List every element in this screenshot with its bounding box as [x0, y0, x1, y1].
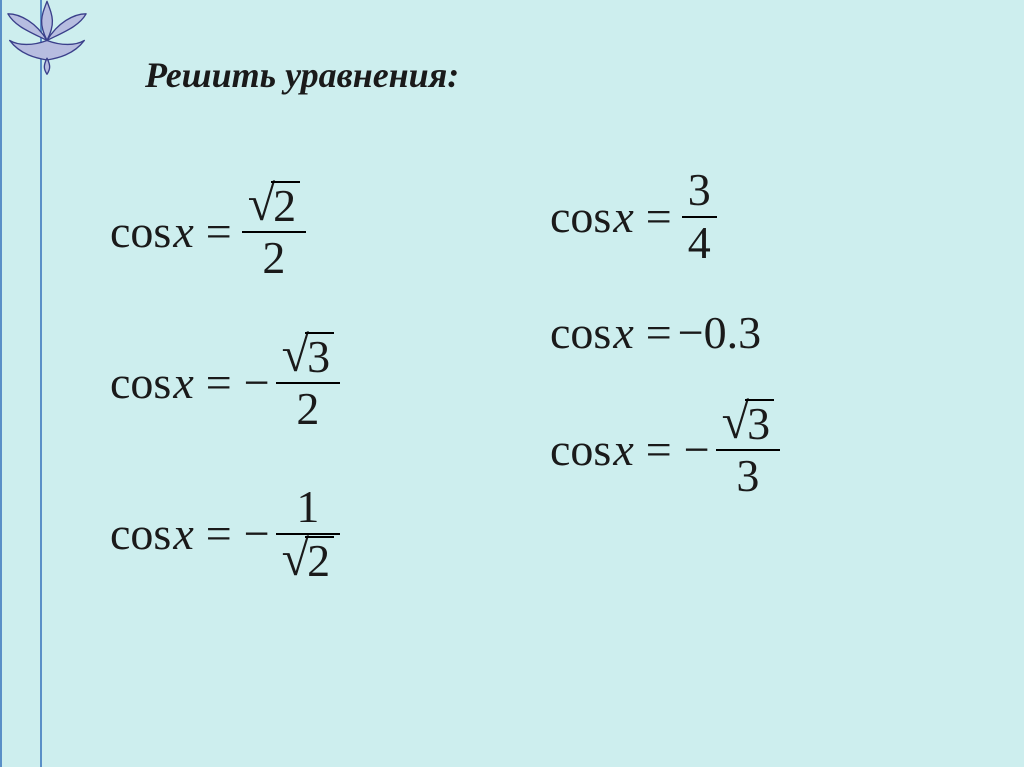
- radicand: 2: [271, 181, 300, 229]
- function-name: cos: [550, 427, 611, 473]
- equation: cosx =−√33: [550, 398, 950, 501]
- sqrt: √3: [722, 399, 774, 447]
- sqrt: √2: [248, 181, 300, 229]
- equals-sign: =: [206, 360, 232, 406]
- rhs-value: −0.3: [678, 310, 761, 356]
- equals-sign: =: [646, 310, 672, 356]
- minus-sign: −: [684, 427, 710, 473]
- minus-sign: −: [244, 511, 270, 557]
- minus-sign: −: [244, 360, 270, 406]
- equals-sign: =: [646, 194, 672, 240]
- equation-column-right: cosx=34cosx=−0.3cosx=−√33: [550, 165, 950, 543]
- function-name: cos: [110, 360, 171, 406]
- ornament-icon: [2, 0, 92, 76]
- variable: x: [613, 310, 633, 356]
- equals-sign: =: [206, 209, 232, 255]
- denominator: 3: [730, 451, 765, 502]
- denominator: 2: [290, 384, 325, 435]
- fraction: √33: [716, 398, 780, 501]
- equation: cosx =−√32: [110, 331, 510, 434]
- numerator: 1: [290, 482, 325, 533]
- function-name: cos: [550, 194, 611, 240]
- slide-heading: Решить уравнения:: [145, 54, 459, 96]
- equals-sign: =: [206, 511, 232, 557]
- function-name: cos: [110, 511, 171, 557]
- equals-sign: =: [646, 427, 672, 473]
- equation: cosx =−0.3: [550, 310, 950, 356]
- function-name: cos: [550, 310, 611, 356]
- denominator: 4: [682, 218, 717, 269]
- slide: Решить уравнения: cosx=√22cosx=−√32cosx=…: [0, 0, 1024, 767]
- numerator: √3: [716, 398, 780, 449]
- sqrt: √2: [282, 536, 334, 584]
- fraction: 34: [682, 165, 717, 268]
- denominator: 2: [256, 233, 291, 284]
- equation: cosx =−1√2: [110, 482, 510, 585]
- variable: x: [173, 360, 193, 406]
- fraction: √32: [276, 331, 340, 434]
- fraction: √22: [242, 180, 306, 283]
- equation: cosx=√22: [110, 180, 510, 283]
- equation-column-left: cosx=√22cosx=−√32cosx=−1√2: [110, 180, 510, 634]
- variable: x: [173, 511, 193, 557]
- sqrt: √3: [282, 332, 334, 380]
- radicand: 3: [745, 399, 774, 447]
- variable: x: [613, 427, 633, 473]
- radicand: 3: [305, 332, 334, 380]
- numerator: √3: [276, 331, 340, 382]
- denominator: √2: [276, 535, 340, 586]
- function-name: cos: [110, 209, 171, 255]
- variable: x: [173, 209, 193, 255]
- numerator: 3: [682, 165, 717, 216]
- fraction: 1√2: [276, 482, 340, 585]
- radicand: 2: [305, 536, 334, 584]
- variable: x: [613, 194, 633, 240]
- equation: cosx =34: [550, 165, 950, 268]
- notebook-ruled-margin: [0, 0, 78, 767]
- numerator: √2: [242, 180, 306, 231]
